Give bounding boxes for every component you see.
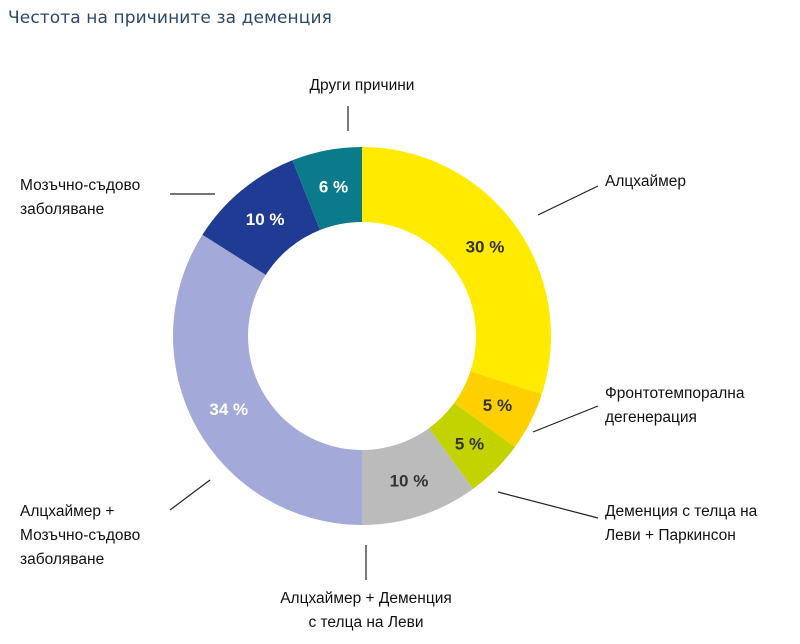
slice-value-label: 10 % (390, 472, 429, 491)
slice-category-label: Фронтотемпорална (605, 385, 745, 402)
slice-5 (202, 160, 321, 275)
slice-category-label: дегенерация (605, 409, 697, 426)
slice-category-label: заболяване (20, 551, 104, 568)
slice-1 (454, 371, 542, 448)
slice-4 (173, 234, 362, 525)
slice-category-label: Алцхаймер (605, 173, 686, 190)
slice-category-label: Деменция с телца на (605, 503, 758, 520)
slice-category-label: Леви + Паркинсон (605, 527, 736, 544)
slice-0 (362, 147, 551, 395)
slice-value-label: 10 % (246, 210, 285, 229)
chart-title: Честота на причините за деменция (8, 8, 332, 28)
slice-value-label: 5 % (483, 396, 512, 415)
slice-6 (292, 147, 362, 231)
slice-category-label: заболяване (20, 201, 104, 218)
slice-category-label: Мозъчно-съдово (20, 527, 140, 544)
slice-category-label: Алцхаймер + Деменция (280, 590, 452, 607)
leader-line (537, 185, 599, 216)
leader-line (169, 479, 211, 511)
slice-category-label: Мозъчно-съдово (20, 177, 140, 194)
leader-line (497, 491, 599, 519)
slice-3 (362, 428, 474, 525)
slice-2 (429, 403, 515, 489)
slice-value-label: 30 % (466, 238, 505, 257)
slice-value-label: 5 % (455, 434, 484, 453)
slice-category-label: Други причини (310, 77, 415, 94)
slice-value-label: 34 % (209, 400, 248, 419)
leader-line (532, 405, 599, 433)
slice-value-label: 6 % (319, 178, 348, 197)
slice-category-label: с телца на Леви (308, 614, 423, 631)
slice-category-label: Алцхаймер + (20, 503, 114, 520)
